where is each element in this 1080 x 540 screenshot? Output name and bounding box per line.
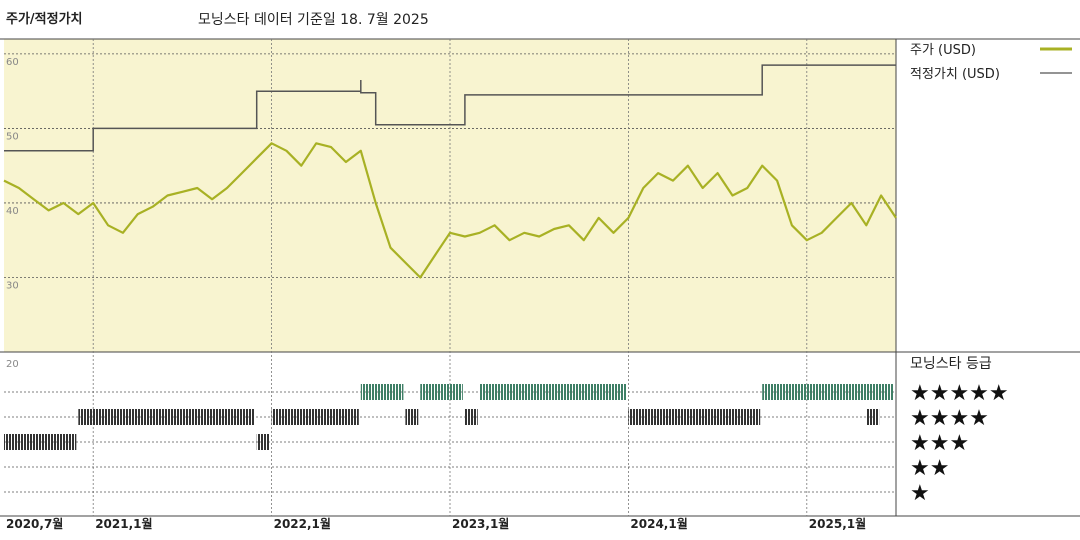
rating-stars-3: ★★★ — [910, 431, 969, 456]
rating-panel-scale-label: 20 — [6, 359, 19, 370]
rating-history-bar — [405, 409, 419, 425]
rating-history-bar — [4, 434, 77, 450]
data-date-subtitle: 모닝스타 데이터 기준일 18. 7월 2025 — [198, 12, 429, 28]
rating-history-bar — [256, 434, 270, 450]
y-tick-label: 50 — [6, 131, 19, 142]
x-tick-label: 2024,1월 — [630, 516, 687, 531]
rating-history-bar — [360, 384, 404, 400]
y-tick-label: 30 — [6, 280, 19, 291]
x-tick-label: 2025,1월 — [809, 516, 866, 531]
rating-stars-4: ★★★★ — [910, 406, 989, 431]
price-line — [3, 142, 897, 279]
x-tick-label: 2022,1월 — [274, 516, 331, 531]
rating-history-bar — [479, 384, 627, 400]
rating-history-bar — [464, 409, 478, 425]
legend-fair-value-label: 적정가치 (USD) — [910, 67, 1000, 82]
y-tick-label: 40 — [6, 206, 19, 217]
rating-stars-1: ★ — [910, 481, 930, 506]
rating-stars-5: ★★★★★ — [910, 381, 1009, 406]
rating-history-bar — [78, 409, 255, 425]
chart-title: 주가/적정가치 — [6, 12, 83, 27]
fair-value-line — [4, 64, 896, 152]
rating-history-bar — [628, 409, 761, 425]
legend-price-label: 주가 (USD) — [910, 43, 976, 58]
x-tick-label: 2020,7월 — [6, 516, 63, 531]
y-tick-label: 60 — [6, 57, 19, 68]
rating-history-bar — [866, 409, 880, 425]
rating-history-bar — [420, 384, 463, 400]
rating-history-bar — [271, 409, 359, 425]
rating-title: 모닝스타 등급 — [910, 356, 992, 372]
x-tick-label: 2021,1월 — [95, 516, 152, 531]
rating-stars-2: ★★ — [910, 456, 949, 481]
rating-history-bar — [762, 384, 894, 400]
x-tick-label: 2023,1월 — [452, 516, 509, 531]
